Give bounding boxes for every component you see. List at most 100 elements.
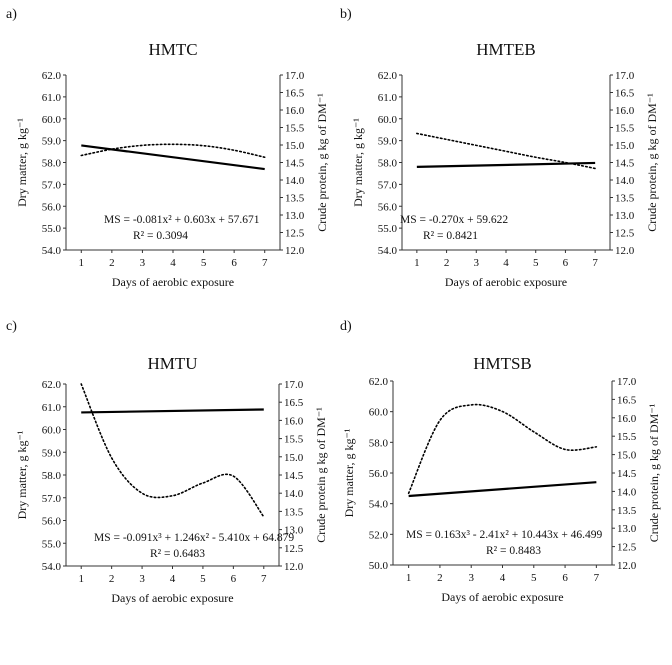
- y2-tick-label: 13.0: [617, 523, 637, 535]
- y2-tick-label: 13.0: [285, 210, 305, 222]
- x-tick-label: 2: [437, 572, 443, 584]
- panel-title: HMTEB: [476, 40, 536, 59]
- y-tick-label: 58.0: [42, 470, 62, 482]
- y-tick-label: 58.0: [369, 437, 389, 449]
- y2-tick-label: 14.0: [615, 175, 635, 187]
- y2-tick-label: 16.0: [617, 413, 637, 425]
- y2-tick-label: 14.5: [285, 158, 305, 170]
- y2-tick-label: 15.0: [615, 140, 635, 152]
- y2-tick-label: 12.0: [617, 560, 637, 572]
- y2-tick-label: 14.5: [615, 158, 635, 170]
- x-tick-label: 1: [79, 257, 85, 269]
- y-tick-label: 62.0: [378, 70, 398, 82]
- y-tick-label: 55.0: [42, 223, 62, 235]
- y-tick-label: 62.0: [42, 379, 62, 391]
- x-tick-label: 1: [414, 257, 420, 269]
- x-axis-label: Days of aerobic exposure: [112, 275, 234, 289]
- y2-tick-label: 13.5: [284, 506, 304, 518]
- y2-tick-label: 17.0: [615, 70, 635, 82]
- panel-letter: d): [340, 319, 352, 334]
- y2-tick-label: 16.5: [285, 88, 305, 100]
- y-tick-label: 55.0: [42, 538, 62, 550]
- y-tick-label: 58.0: [42, 158, 62, 170]
- panel-letter: b): [340, 7, 352, 22]
- y2-tick-label: 15.5: [284, 434, 304, 446]
- left-y-ticks: 54.0 55.0 56.0 57.0 58.0 59.0 60.0 61.0 62.0: [378, 70, 402, 257]
- y-tick-label: 56.0: [378, 201, 398, 213]
- y-tick-label: 62.0: [369, 376, 389, 388]
- y-tick-label: 57.0: [42, 179, 62, 191]
- y-tick-label: 60.0: [369, 407, 389, 419]
- y2-tick-label: 14.5: [284, 470, 304, 482]
- dry-matter-trend-line: [408, 481, 597, 498]
- y-tick-label: 54.0: [378, 245, 398, 257]
- y2-tick-label: 16.0: [284, 415, 304, 427]
- y2-tick-label: 16.5: [615, 88, 635, 100]
- y2-tick-label: 13.5: [617, 505, 637, 517]
- panel-title: HMTSB: [473, 354, 532, 373]
- y2-tick-label: 17.0: [285, 70, 305, 82]
- x-tick-label: 4: [170, 573, 176, 585]
- r-squared: R² = 0.8421: [423, 230, 478, 242]
- dry-matter-trend-line: [81, 144, 265, 171]
- x-axis-label: Days of aerobic exposure: [445, 275, 567, 289]
- y-tick-label: 61.0: [42, 402, 62, 414]
- x-tick-label: 4: [170, 257, 176, 269]
- y2-tick-label: 12.0: [615, 245, 635, 257]
- x-tick-label: 6: [562, 572, 568, 584]
- y2-tick-label: 15.0: [617, 450, 637, 462]
- y-axis-label-left: Dry matter, g kg⁻¹: [15, 118, 29, 207]
- crude-protein-trend-line: [80, 143, 266, 159]
- y2-tick-label: 13.0: [615, 210, 635, 222]
- crude-protein-trend-line: [407, 403, 598, 495]
- x-tick-label: 3: [140, 257, 146, 269]
- y-tick-label: 60.0: [378, 114, 398, 126]
- y-tick-label: 61.0: [378, 92, 398, 104]
- x-tick-label: 2: [109, 573, 115, 585]
- x-ticks: 1 2 3 4 5 6 7: [79, 250, 268, 269]
- x-tick-label: 5: [533, 257, 539, 269]
- y2-tick-label: 14.5: [617, 468, 637, 480]
- x-tick-label: 1: [406, 572, 412, 584]
- y2-tick-label: 16.5: [284, 397, 304, 409]
- y-axis-label-right: Crude protein g kg of DM⁻¹: [314, 407, 328, 543]
- plot-marks: [392, 381, 613, 566]
- right-y-ticks: 12.0 12.5 13.0 13.5 14.0 14.5 15.0 15.5 16.0 16.5…: [279, 379, 304, 573]
- y2-tick-label: 17.0: [617, 376, 637, 388]
- panel-letter: c): [6, 319, 17, 334]
- y2-tick-label: 15.5: [285, 123, 305, 135]
- y-axis-label-right: Crude protein, g kg of DM⁻¹: [315, 93, 329, 232]
- panel-title: HMTC: [148, 40, 197, 59]
- y-axis-label-right: Crude protein, g kg of DM⁻¹: [647, 403, 661, 542]
- x-tick-label: 5: [531, 572, 537, 584]
- y-tick-label: 56.0: [369, 468, 389, 480]
- y-tick-label: 59.0: [378, 136, 398, 148]
- y2-tick-label: 15.0: [285, 140, 305, 152]
- y-axis-label-left: Dry matter, g kg⁻¹: [351, 118, 365, 207]
- plot-marks: [401, 75, 611, 251]
- regression-equation: MS = -0.091x³ + 1.246x² - 5.410x + 64.87…: [94, 532, 294, 544]
- y-axis-label-left: Dry matter, g kg⁻¹: [15, 430, 29, 519]
- y-tick-label: 60.0: [42, 425, 62, 437]
- y-tick-label: 61.0: [42, 92, 62, 104]
- x-axis-label: Days of aerobic exposure: [441, 590, 563, 604]
- y-tick-label: 56.0: [42, 516, 62, 528]
- regression-equation: MS = -0.270x + 59.622: [400, 214, 508, 226]
- y2-tick-label: 13.0: [284, 525, 304, 537]
- y2-tick-label: 12.5: [285, 228, 305, 240]
- y2-tick-label: 12.0: [284, 561, 304, 573]
- panel-title: HMTU: [147, 354, 197, 373]
- x-tick-label: 3: [468, 572, 474, 584]
- y-tick-label: 50.0: [369, 560, 389, 572]
- y-tick-label: 52.0: [369, 529, 389, 541]
- y2-tick-label: 12.5: [617, 542, 637, 554]
- crude-protein-trend-line: [416, 132, 596, 170]
- y2-tick-label: 16.0: [285, 105, 305, 117]
- x-tick-label: 6: [231, 573, 237, 585]
- regression-equation: MS = -0.081x² + 0.603x + 57.671: [104, 214, 260, 226]
- y-tick-label: 56.0: [42, 201, 62, 213]
- y-tick-label: 62.0: [42, 70, 62, 82]
- plot-marks: [65, 383, 280, 567]
- x-axis-label: Days of aerobic exposure: [111, 591, 233, 605]
